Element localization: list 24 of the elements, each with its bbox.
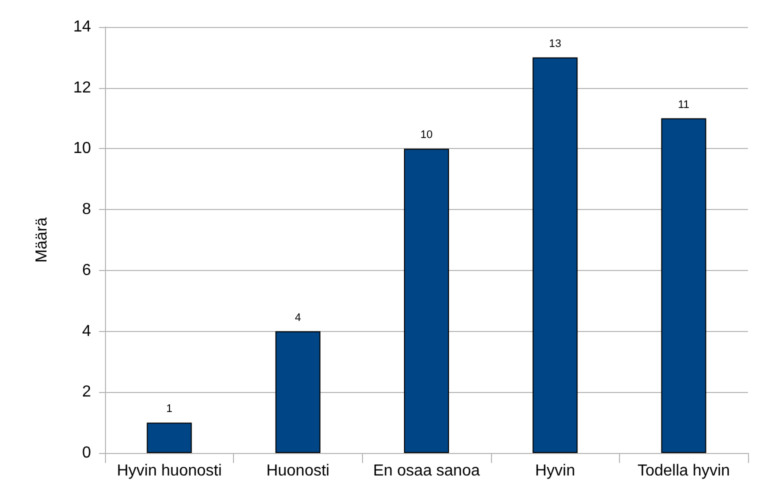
bar bbox=[661, 118, 706, 453]
y-tick-label: 2 bbox=[82, 384, 92, 401]
x-tick-label: Todella hyvin bbox=[637, 462, 730, 480]
data-label: 11 bbox=[678, 98, 690, 111]
data-label: 4 bbox=[294, 312, 301, 324]
y-tick-label: 0 bbox=[82, 444, 92, 462]
y-tick-label: 8 bbox=[82, 201, 92, 218]
x-tick-label: Hyvin bbox=[535, 462, 576, 480]
x-tick-label: Huonosti bbox=[266, 462, 330, 480]
y-axis-title: Määrä bbox=[34, 217, 50, 263]
bar bbox=[532, 57, 578, 453]
y-tick-label: 4 bbox=[82, 322, 92, 340]
bar bbox=[404, 148, 450, 453]
bar bbox=[275, 331, 320, 453]
y-tick-label: 6 bbox=[82, 262, 92, 279]
y-tick-label: 12 bbox=[73, 79, 92, 96]
bar bbox=[146, 422, 192, 453]
x-tick-label: Hyvin huonosti bbox=[116, 462, 222, 480]
y-tick-label: 10 bbox=[73, 140, 92, 158]
y-tick-label: 14 bbox=[73, 18, 92, 36]
data-label: 10 bbox=[420, 129, 433, 142]
data-label: 13 bbox=[548, 38, 562, 50]
data-label: 1 bbox=[166, 403, 172, 416]
x-tick-label: En osaa sanoa bbox=[373, 462, 480, 480]
